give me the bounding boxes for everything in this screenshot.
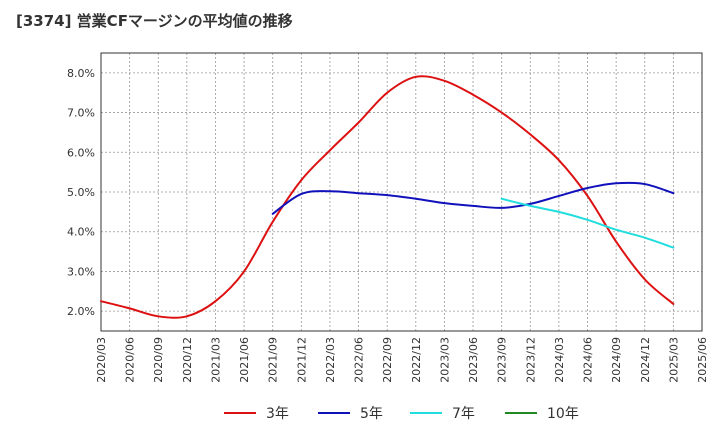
plot-border: [100, 52, 703, 332]
series-line-3: [500, 197, 675, 249]
x-tick-label: 2023/09: [496, 337, 509, 383]
x-tick-label: 2022/03: [324, 337, 337, 383]
y-tick-label: 5.0%: [67, 186, 95, 199]
x-tick-label: 2020/09: [152, 337, 165, 383]
legend-label-1: 3年: [266, 406, 289, 422]
x-tick-label: 2021/09: [267, 337, 280, 383]
x-tick-label: 2021/12: [295, 337, 308, 383]
x-tick-label: 2024/12: [639, 337, 652, 383]
x-tick-label: 2020/06: [124, 337, 137, 383]
x-tick-label: 2020/03: [95, 337, 108, 383]
y-tick-label: 6.0%: [67, 146, 95, 159]
y-tick-label: 8.0%: [67, 67, 95, 80]
x-tick-label: 2023/06: [467, 337, 480, 383]
legend-label-2: 5年: [360, 406, 383, 422]
y-tick-label: 7.0%: [67, 107, 95, 120]
x-tick-label: 2022/12: [410, 337, 423, 383]
x-tick-label: 2023/12: [524, 337, 537, 383]
x-tick-label: 2024/06: [582, 337, 595, 383]
legend-label-3: 7年: [452, 406, 475, 422]
legend-label-4: 10年: [547, 406, 579, 422]
chart-title: [3374] 営業CFマージンの平均値の推移: [16, 12, 293, 30]
series-line-2: [271, 181, 675, 215]
y-tick-label: 4.0%: [67, 226, 95, 239]
x-tick-label: 2025/06: [696, 337, 709, 383]
y-tick-label: 3.0%: [67, 265, 95, 278]
x-tick-label: 2021/03: [209, 337, 222, 383]
series-line-1: [100, 75, 675, 319]
x-tick-label: 2025/03: [667, 337, 680, 383]
x-tick-label: 2021/06: [238, 337, 251, 383]
y-tick-label: 2.0%: [67, 305, 95, 318]
x-tick-label: 2024/09: [610, 337, 623, 383]
x-tick-label: 2023/03: [438, 337, 451, 383]
x-tick-label: 2022/06: [353, 337, 366, 383]
x-tick-label: 2024/03: [553, 337, 566, 383]
x-tick-label: 2020/12: [181, 337, 194, 383]
x-tick-label: 2022/09: [381, 337, 394, 383]
